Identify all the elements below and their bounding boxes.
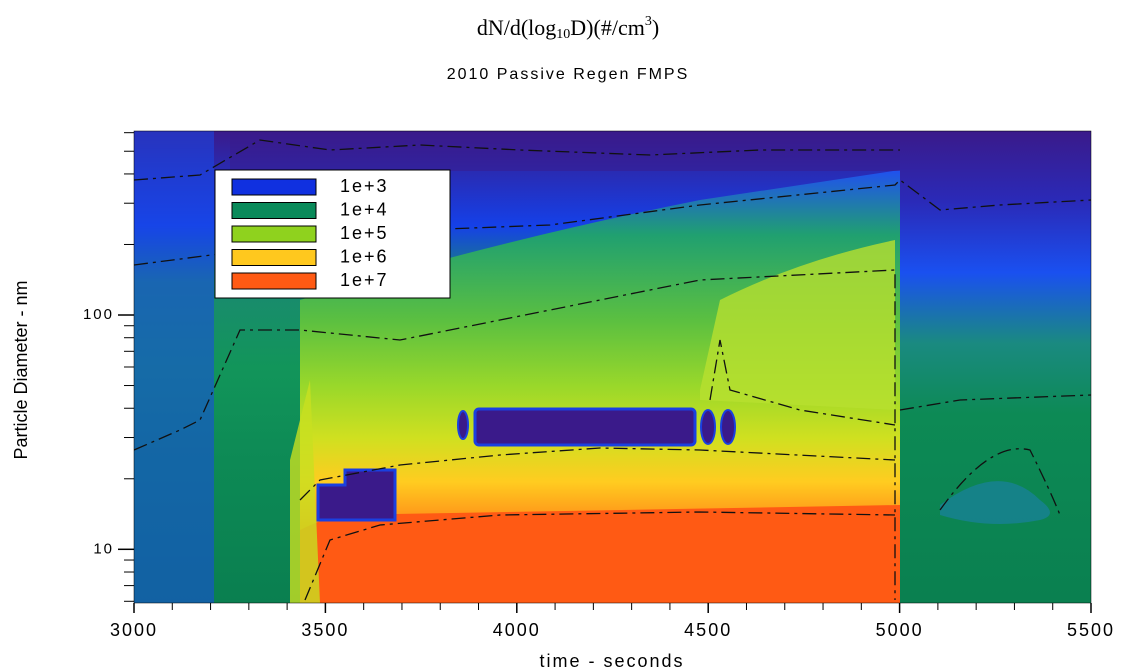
legend-label: 1e+7 bbox=[340, 270, 389, 290]
y-tick-label: 10 bbox=[93, 540, 114, 557]
chart-title: dN/d(log10D)(#/cm3) bbox=[477, 14, 659, 42]
legend-label: 1e+4 bbox=[340, 199, 389, 219]
x-tick-label: 5000 bbox=[876, 620, 924, 640]
legend-swatch bbox=[231, 202, 317, 219]
legend-swatch bbox=[231, 178, 317, 196]
x-tick-label: 3000 bbox=[110, 620, 158, 640]
y-tick-label: 100 bbox=[83, 306, 114, 323]
x-tick-label: 4500 bbox=[684, 620, 732, 640]
legend-label: 1e+3 bbox=[340, 176, 389, 196]
legend-label: 1e+5 bbox=[340, 223, 389, 243]
x-tick-label: 4000 bbox=[493, 620, 541, 640]
legend-swatch bbox=[231, 272, 317, 290]
y-axis-label: Particle Diameter - nm bbox=[11, 280, 31, 459]
chart-subtitle: 2010 Passive Regen FMPS bbox=[447, 66, 690, 83]
x-axis-label: time - seconds bbox=[539, 651, 684, 671]
legend-swatch bbox=[231, 225, 317, 243]
x-tick-label: 3500 bbox=[301, 620, 349, 640]
legend-label: 1e+6 bbox=[340, 246, 389, 266]
contour-field bbox=[134, 131, 1091, 603]
legend-swatch bbox=[231, 249, 317, 266]
x-tick-label: 5500 bbox=[1067, 620, 1115, 640]
